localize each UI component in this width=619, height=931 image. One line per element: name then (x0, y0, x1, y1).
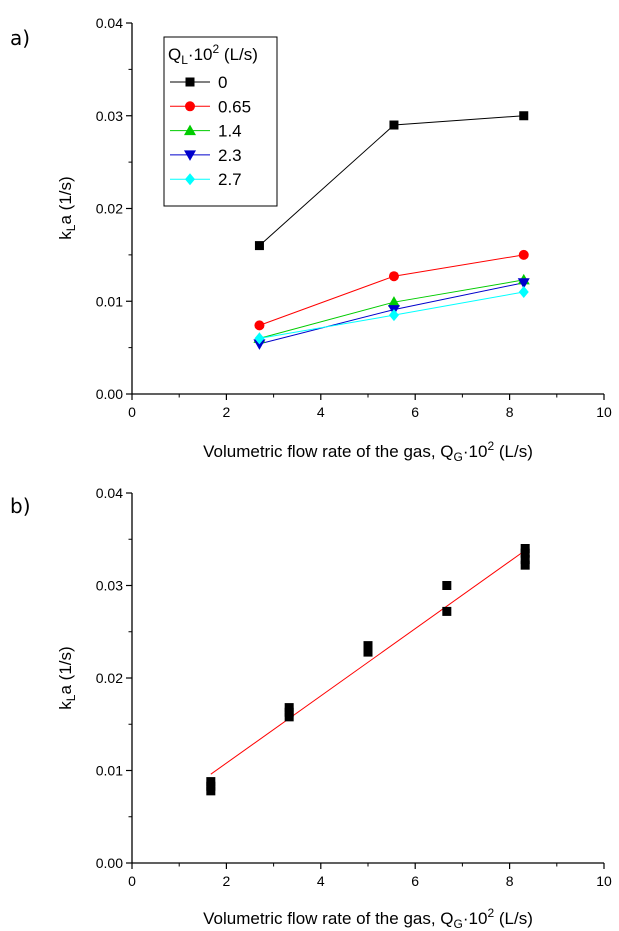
series-line-0 (259, 115, 524, 246)
x-axis-title-main: Volumetric flow rate of the gas, Q (203, 442, 453, 461)
x-axis-title-sub: G (454, 450, 463, 464)
data-point (284, 703, 294, 713)
x-axis-title-dot: ·10 (463, 442, 488, 461)
x-axis-title-unit: (L/s) (494, 909, 533, 928)
data-point-2.3 (517, 278, 530, 289)
x-axis-title-b: Volumetric flow rate of the gas, QG·102 … (203, 906, 533, 931)
legend-label-1.4: 1.4 (218, 122, 242, 141)
data-point-0 (254, 241, 264, 251)
data-point-0 (519, 111, 529, 121)
data-point-2.7 (518, 285, 529, 298)
y-tick-label: 0.04 (96, 485, 123, 501)
x-axis-title-sup: 2 (487, 906, 494, 920)
fit-line (210, 549, 526, 775)
chart-panel-b: 0 2 4 6 8 10 0.00 0.01 0.02 0.03 0.04 (96, 485, 612, 889)
x-tick-label: 0 (128, 404, 136, 420)
panel-label-b: b) (10, 494, 31, 518)
legend-title-sup: 2 (213, 42, 220, 56)
y-axis-title-rest: a (1/s) (56, 646, 75, 694)
x-tick-label: 6 (411, 404, 419, 420)
legend-title: QL·102 (L/s) (168, 42, 258, 67)
x-tick-label: 2 (223, 873, 231, 889)
x-tick-label: 10 (596, 873, 612, 889)
data-point (442, 606, 452, 616)
data-point-0.65 (388, 271, 399, 282)
y-tick-label: 0.03 (96, 578, 123, 594)
x-tick-label: 4 (317, 873, 325, 889)
y-axis-title-sub: L (64, 224, 78, 231)
x-tick-label: 4 (317, 404, 325, 420)
x-tick-label: 0 (128, 873, 136, 889)
x-axis-title-a: Volumetric flow rate of the gas, QG·102 … (203, 439, 533, 464)
legend-box (163, 36, 278, 207)
y-axis-title-main: k (56, 701, 75, 710)
y-axis-title-b: kLa (1/s) (56, 646, 78, 709)
data-point (206, 786, 216, 796)
legend-marker-2.7 (185, 173, 195, 186)
data-point-0 (389, 120, 399, 130)
legend-title-sub: L (181, 53, 188, 67)
data-point (520, 560, 530, 570)
data-point-0.65 (518, 249, 529, 260)
y-axis-title-main: k (56, 231, 75, 240)
data-point (284, 712, 294, 722)
y-tick-label: 0.00 (96, 386, 123, 402)
data-point-2.7 (254, 332, 265, 345)
x-axis-title-main: Volumetric flow rate of the gas, Q (203, 909, 453, 928)
y-axis-title-a: kLa (1/s) (56, 176, 78, 239)
data-point (206, 777, 216, 787)
legend-marker-1.4 (184, 124, 196, 136)
x-tick-label: 2 (223, 404, 231, 420)
legend: QL·102 (L/s) 0 0.65 1.4 2.3 2.7 (163, 36, 278, 207)
data-point-2.7 (388, 309, 399, 322)
x-tick-label: 10 (596, 404, 612, 420)
y-tick-label: 0.01 (96, 763, 123, 779)
y-tick-label: 0.02 (96, 201, 123, 217)
legend-marker-2.3 (184, 150, 196, 161)
legend-marker-0.65 (185, 101, 195, 112)
legend-label-0: 0 (218, 73, 227, 92)
y-tick-label: 0.00 (96, 855, 123, 871)
x-axis-title-sup: 2 (487, 439, 494, 453)
data-point (520, 548, 530, 558)
data-point-0.65 (254, 320, 265, 331)
legend-title-main: Q (168, 45, 181, 64)
data-point (284, 707, 294, 717)
y-axis-title-sub: L (64, 694, 78, 701)
legend-title-unit: (L/s) (219, 45, 258, 64)
data-point (520, 544, 530, 553)
x-axis-title-dot: ·10 (463, 909, 488, 928)
x-axis-title-sub: G (454, 917, 463, 931)
legend-title-dot: ·10 (188, 45, 213, 64)
legend-label-2.7: 2.7 (218, 170, 242, 189)
legend-label-2.3: 2.3 (218, 146, 242, 165)
data-point-1.4 (387, 296, 400, 307)
y-axis-title-rest: a (1/s) (56, 176, 75, 224)
data-point (520, 555, 530, 565)
y-tick-label: 0.03 (96, 108, 123, 124)
x-axis-title-unit: (L/s) (494, 442, 533, 461)
data-point (363, 647, 373, 657)
x-tick-label: 6 (411, 873, 419, 889)
legend-label-0.65: 0.65 (218, 97, 251, 116)
data-point (206, 781, 216, 791)
data-point (442, 581, 452, 590)
data-point-2.3 (253, 339, 266, 350)
y-tick-label: 0.01 (96, 293, 123, 309)
x-tick-label: 8 (506, 404, 514, 420)
legend-marker-0 (185, 77, 195, 87)
y-tick-label: 0.04 (96, 15, 123, 31)
x-tick-label: 8 (506, 873, 514, 889)
panel-label-a: a) (10, 26, 30, 50)
y-tick-label: 0.02 (96, 670, 123, 686)
chart-panel-a: 0 2 4 6 8 10 0.00 0.01 0.02 0.03 0.04 (96, 15, 612, 420)
